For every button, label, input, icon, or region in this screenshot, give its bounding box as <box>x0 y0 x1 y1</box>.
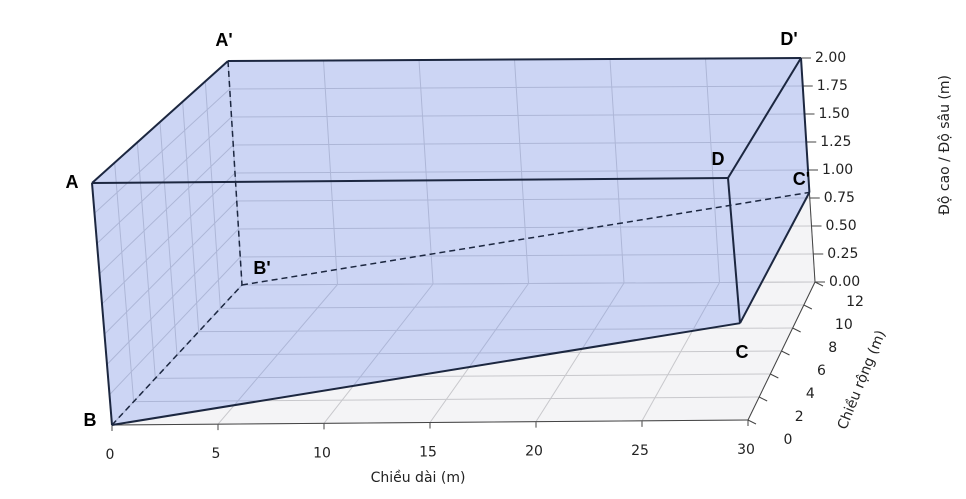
x-tick-label: 30 <box>737 442 755 458</box>
edge <box>91 177 729 184</box>
tick-mark <box>770 373 779 379</box>
x-tick-label: 5 <box>212 446 221 462</box>
grid-line <box>238 225 812 230</box>
edge <box>800 57 811 193</box>
edge <box>111 284 243 426</box>
z-tick-label: 0.00 <box>829 274 860 290</box>
y-tick-label: 8 <box>828 340 837 356</box>
face <box>112 192 810 425</box>
vertex-label: A' <box>215 30 232 50</box>
grid-line <box>94 88 231 214</box>
z-tick-label: 2.00 <box>815 50 846 66</box>
vertex-label: C <box>736 342 749 362</box>
grid-line <box>234 169 809 174</box>
grid-line <box>240 253 814 258</box>
vertex-label: D <box>712 149 725 169</box>
grid-line <box>99 144 234 275</box>
grid-line <box>241 281 816 286</box>
vertex-label: A <box>66 172 79 192</box>
y-tick-label: 0 <box>784 432 793 448</box>
vertex-label: D' <box>780 29 797 49</box>
y-tick-label: 10 <box>835 317 853 333</box>
edge <box>111 322 741 426</box>
x-tick-label: 20 <box>525 444 543 460</box>
axis-line <box>747 281 816 421</box>
z-tick-label: 1.00 <box>822 162 853 178</box>
tick-mark <box>792 327 801 333</box>
y-tick-label: 2 <box>795 409 804 425</box>
edge <box>227 57 802 62</box>
vertex-label: C' <box>793 169 810 189</box>
y-tick-label: 12 <box>846 294 864 310</box>
x-tick-label: 0 <box>106 447 115 463</box>
grid-line <box>104 200 238 335</box>
tick-mark <box>758 396 768 402</box>
y-tick-label: 6 <box>817 363 826 379</box>
x-tick-label: 15 <box>419 445 437 461</box>
grid-line <box>133 396 760 403</box>
edge <box>241 191 810 286</box>
face <box>728 58 810 324</box>
y-tick-label: 4 <box>806 386 815 402</box>
x-axis-label: Chiều dài (m) <box>371 469 466 486</box>
axis-line <box>111 419 749 426</box>
face <box>92 58 801 183</box>
grid-line <box>101 172 236 305</box>
tick-mark <box>803 304 813 310</box>
edge <box>739 191 811 324</box>
edge <box>91 60 229 184</box>
z-tick-label: 0.50 <box>826 218 857 234</box>
grid-line <box>236 197 810 202</box>
grid-line <box>109 256 241 396</box>
grid-line <box>176 350 782 356</box>
grid-line <box>198 327 793 333</box>
edge <box>91 182 113 426</box>
tick-mark <box>781 350 790 356</box>
y-axis-label: Chiều rộng (m) <box>834 328 889 432</box>
x-tick-label: 25 <box>631 443 649 459</box>
z-tick-label: 1.25 <box>820 134 851 150</box>
grid-line <box>233 141 807 146</box>
tick-mark <box>814 281 824 287</box>
grid-line <box>106 228 239 365</box>
z-tick-label: 0.25 <box>827 246 858 262</box>
edge <box>727 177 741 324</box>
z-tick-label: 1.50 <box>819 106 850 122</box>
grid-line <box>155 373 771 379</box>
grid-line <box>231 113 805 118</box>
face <box>228 58 810 285</box>
left-pane <box>92 61 242 425</box>
grid-line <box>220 304 804 309</box>
z-tick-label: 1.75 <box>817 78 848 94</box>
face <box>92 61 242 425</box>
grid-line <box>96 116 232 244</box>
tick-mark <box>747 419 757 425</box>
vertex-label: B' <box>253 258 270 278</box>
grid-line <box>229 85 803 90</box>
z-axis-label: Độ cao / Độ sâu (m) <box>937 75 953 215</box>
vertex-label: B <box>84 410 97 430</box>
face <box>92 178 740 425</box>
edge <box>727 57 802 179</box>
z-tick-label: 0.75 <box>824 190 855 206</box>
edge <box>227 60 243 286</box>
x-tick-label: 10 <box>313 445 331 461</box>
